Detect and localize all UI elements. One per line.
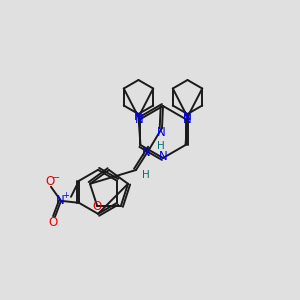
Text: N: N: [135, 113, 143, 126]
Text: N: N: [157, 125, 165, 139]
Text: N: N: [159, 150, 167, 163]
Text: −: −: [52, 173, 60, 183]
Text: N: N: [183, 110, 192, 124]
Text: H: H: [157, 141, 165, 151]
Text: O: O: [48, 216, 58, 229]
Text: N: N: [142, 146, 150, 158]
Text: O: O: [45, 175, 55, 188]
Text: N: N: [56, 194, 64, 207]
Text: N: N: [183, 113, 191, 126]
Text: +: +: [62, 191, 69, 200]
Text: O: O: [93, 200, 102, 213]
Text: N: N: [134, 110, 143, 124]
Text: H: H: [142, 170, 150, 180]
